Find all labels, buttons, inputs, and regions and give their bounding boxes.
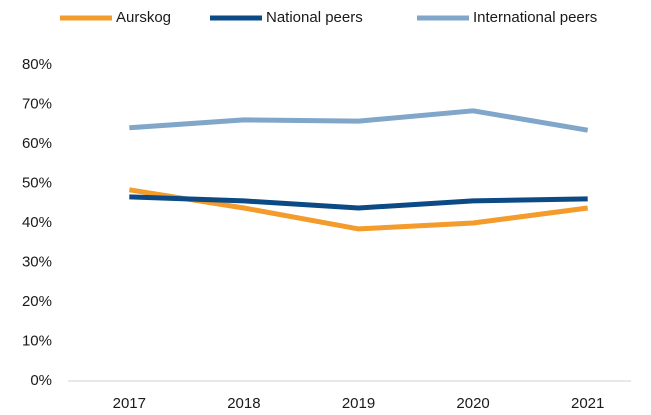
y-tick-label: 10%: [22, 332, 52, 349]
legend-label: National peers: [266, 9, 363, 26]
x-tick-label: 2018: [227, 395, 260, 412]
x-tick-label: 2019: [342, 395, 375, 412]
x-tick-label: 2021: [571, 395, 604, 412]
legend-label: Aurskog: [116, 9, 171, 26]
y-tick-label: 0%: [30, 372, 52, 389]
legend-label: International peers: [473, 9, 597, 26]
y-tick-label: 20%: [22, 293, 52, 310]
x-tick-label: 2020: [456, 395, 489, 412]
y-tick-label: 30%: [22, 253, 52, 270]
y-tick-label: 70%: [22, 95, 52, 112]
y-tick-label: 50%: [22, 174, 52, 191]
x-tick-label: 2017: [113, 395, 146, 412]
y-tick-label: 40%: [22, 214, 52, 231]
series-line: [129, 194, 588, 211]
series-line: [129, 108, 589, 133]
y-tick-label: 80%: [22, 56, 52, 73]
y-tick-label: 60%: [22, 135, 52, 152]
